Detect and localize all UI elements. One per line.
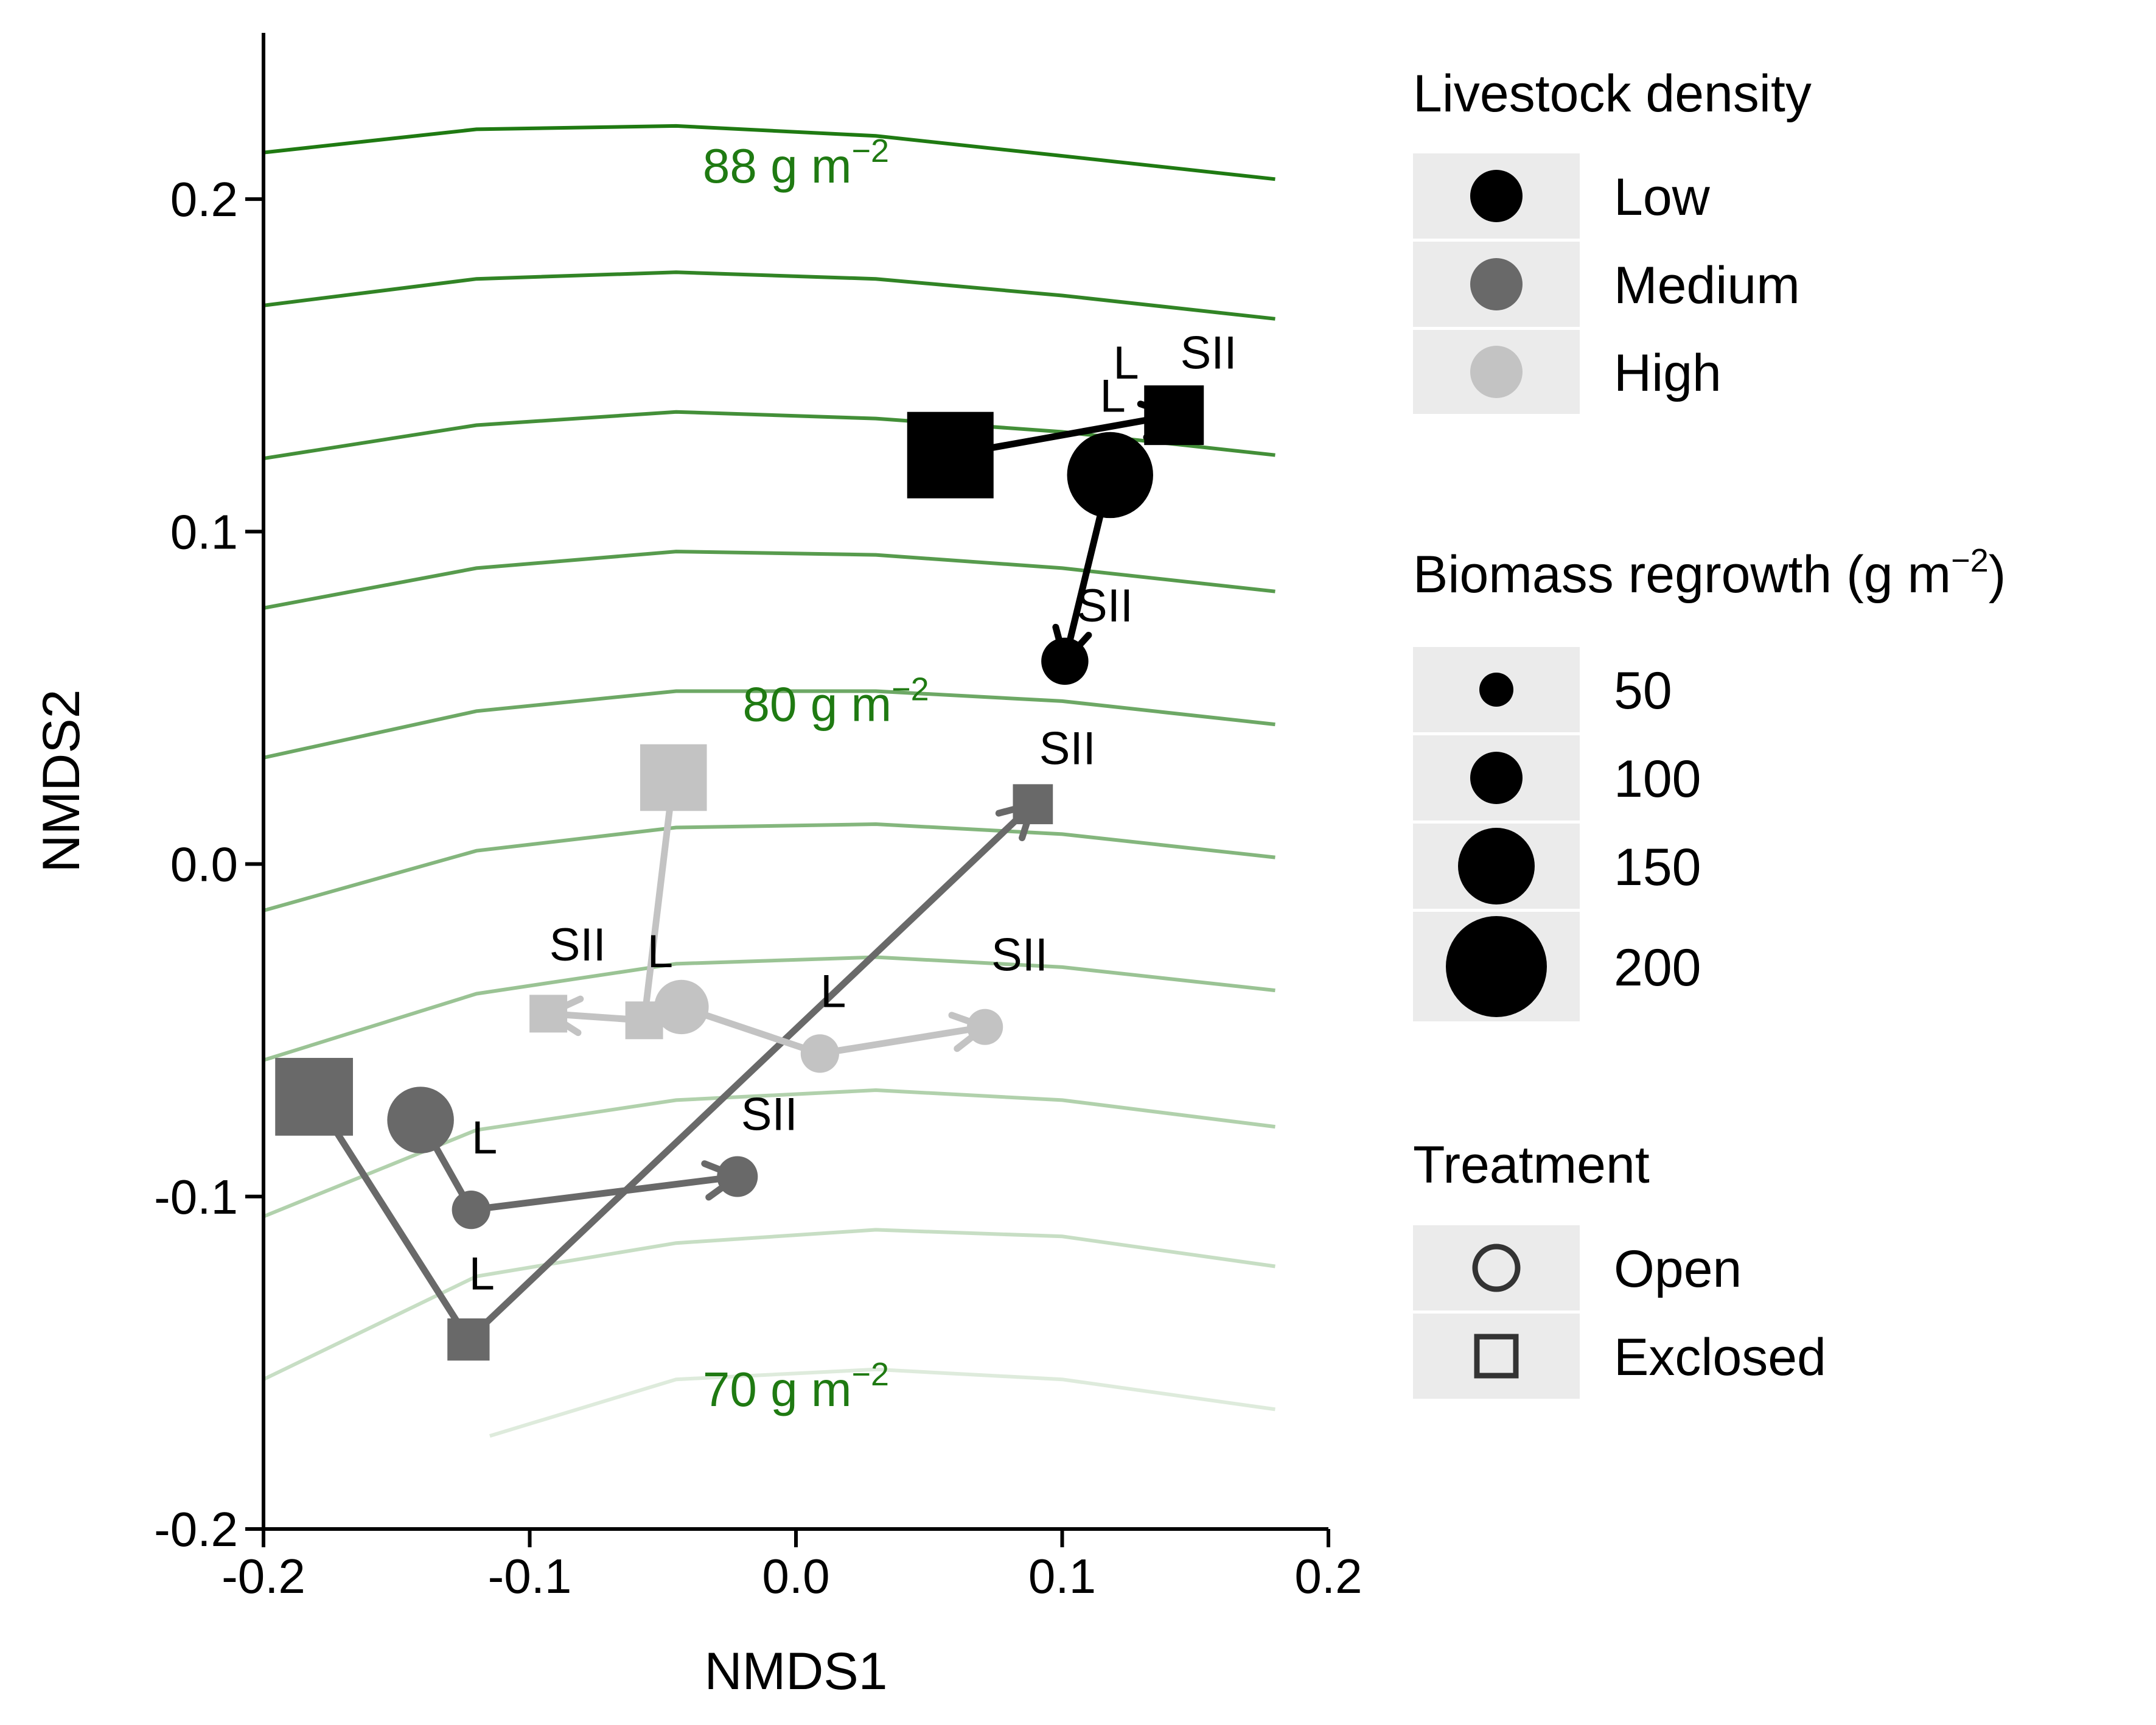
marker-high-circle-5 [800,1034,839,1073]
legend-biomass-key-150 [1458,828,1535,904]
contour-line-2 [263,270,1275,321]
legend-treatment-key-open [1472,1244,1521,1292]
contour-labels: 88 g m−2 80 g m−2 70 g m−2 [703,133,929,1416]
marker-medium-square-3 [1013,784,1053,825]
point-label-8: L [820,965,846,1017]
legend: Livestock density Low Medium High Biomass re… [1413,65,2006,1399]
legend-treatment-key-bg-1 [1413,1225,1580,1310]
legend-biomass-key-100 [1470,752,1523,804]
axes [262,33,1328,1531]
legend-density-label-medium: Medium [1614,256,1800,315]
legend-density-title: Livestock density [1413,65,1812,123]
marker-high-circle-6 [967,1009,1003,1045]
marker-medium-square-1 [275,1058,354,1136]
legend-biomass-label-50: 50 [1614,662,1672,720]
legend-density-label-low: Low [1614,168,1711,226]
contour-line-4 [263,550,1275,610]
y-tick-label-4: 0.1 [170,505,238,559]
legend-density-label-high: High [1614,344,1722,402]
legend-treatment-key-bg-2 [1413,1314,1580,1399]
point-label-9: SII [991,929,1048,981]
point-label-2: SII [1181,327,1237,379]
arrow-high-2 [816,1023,989,1057]
legend-biomass-label-200: 200 [1614,939,1701,997]
legend-biomass-title-end: ) [1989,545,2006,604]
point-label-12: L [469,1248,495,1300]
legend-biomass-regrowth: Biomass regrowth (g m−2) 50 100 150 200 [1413,542,2006,1021]
contour-line-1 [263,124,1275,181]
point-label-5: SII [1039,723,1096,775]
contour-label-2-superscript: −2 [891,671,929,708]
marker-low-square-2 [1144,385,1204,446]
x-tick-label-5: 0.2 [1294,1549,1362,1603]
legend-density-key-high [1470,346,1523,398]
contour-label-3-superscript: −2 [852,1356,890,1393]
contour-label-1: 88 g m−2 [703,133,889,193]
legend-biomass-label-150: 150 [1614,838,1701,897]
legend-livestock-density: Livestock density Low Medium High [1413,65,1812,414]
point-label-4: SII [1076,580,1133,632]
x-tick-label-2: -0.1 [488,1549,572,1603]
legend-treatment-key-exclosed [1474,1334,1519,1379]
segment-medium-1 [310,1093,472,1343]
legend-biomass-key-200 [1446,916,1547,1017]
segment-high-1 [641,774,677,1024]
legend-treatment-title: Treatment [1413,1136,1650,1194]
contour-label-3: 70 g m−2 [703,1356,889,1416]
contour-line-5 [263,689,1275,760]
series-medium [275,784,1053,1361]
point-label-11: L [472,1112,497,1164]
legend-treatment-label-exclosed: Exclosed [1614,1328,1826,1387]
y-tick-label-1: -0.2 [154,1502,238,1556]
ticks: -0.2 -0.1 0.0 0.1 0.2 -0.2 -0.1 0.0 0.1 0.2 [154,172,1362,1603]
contour-label-1-superscript: −2 [852,133,890,169]
marker-medium-square-2 [447,1318,490,1361]
legend-biomass-title: Biomass regrowth (g m−2) [1413,542,2006,604]
contour-label-2: 80 g m−2 [743,671,929,732]
legend-biomass-title-superscript: −2 [1951,542,1989,579]
y-tick-label-3: 0.0 [170,838,238,892]
point-label-10: SII [741,1089,798,1141]
marker-medium-circle-6 [717,1156,758,1197]
legend-density-key-medium [1470,258,1523,310]
legend-biomass-label-100: 100 [1614,750,1701,808]
data-series [275,385,1204,1361]
marker-medium-circle-4 [387,1086,454,1153]
marker-high-square-1 [640,744,707,811]
legend-biomass-key-50 [1479,673,1513,707]
legend-treatment: Treatment Open Exclosed [1413,1136,1826,1399]
arrow-medium-2 [467,1173,741,1214]
arrow-medium-1 [465,800,1036,1343]
y-tick-label-2: -0.1 [154,1170,238,1224]
marker-low-square-1 [907,411,994,499]
point-label-7: L [647,926,673,978]
legend-density-key-low [1470,170,1523,222]
marker-high-square-3 [529,995,568,1033]
contour-line-10 [489,1367,1275,1438]
series-low [907,385,1204,685]
x-tick-label-3: 0.0 [762,1549,829,1603]
point-label-1: L [1113,337,1139,389]
y-axis-title: NMDS2 [32,689,91,872]
x-axis-title: NMDS1 [704,1642,887,1701]
series-high [529,744,1003,1073]
legend-treatment-label-open: Open [1614,1240,1742,1298]
x-tick-label-1: -0.2 [222,1549,305,1603]
biomass-contours [262,124,1275,1438]
marker-low-circle-4 [1041,637,1089,685]
contour-line-6 [263,822,1275,912]
point-label-6: SII [549,919,606,971]
marker-high-circle-4 [654,979,709,1035]
point-label-3: L [1100,371,1125,422]
marker-medium-circle-5 [452,1191,490,1230]
contour-line-7 [263,955,1275,1062]
marker-low-circle-3 [1067,432,1153,519]
x-tick-label-4: 0.1 [1028,1549,1096,1603]
y-tick-label-5: 0.2 [170,172,238,226]
